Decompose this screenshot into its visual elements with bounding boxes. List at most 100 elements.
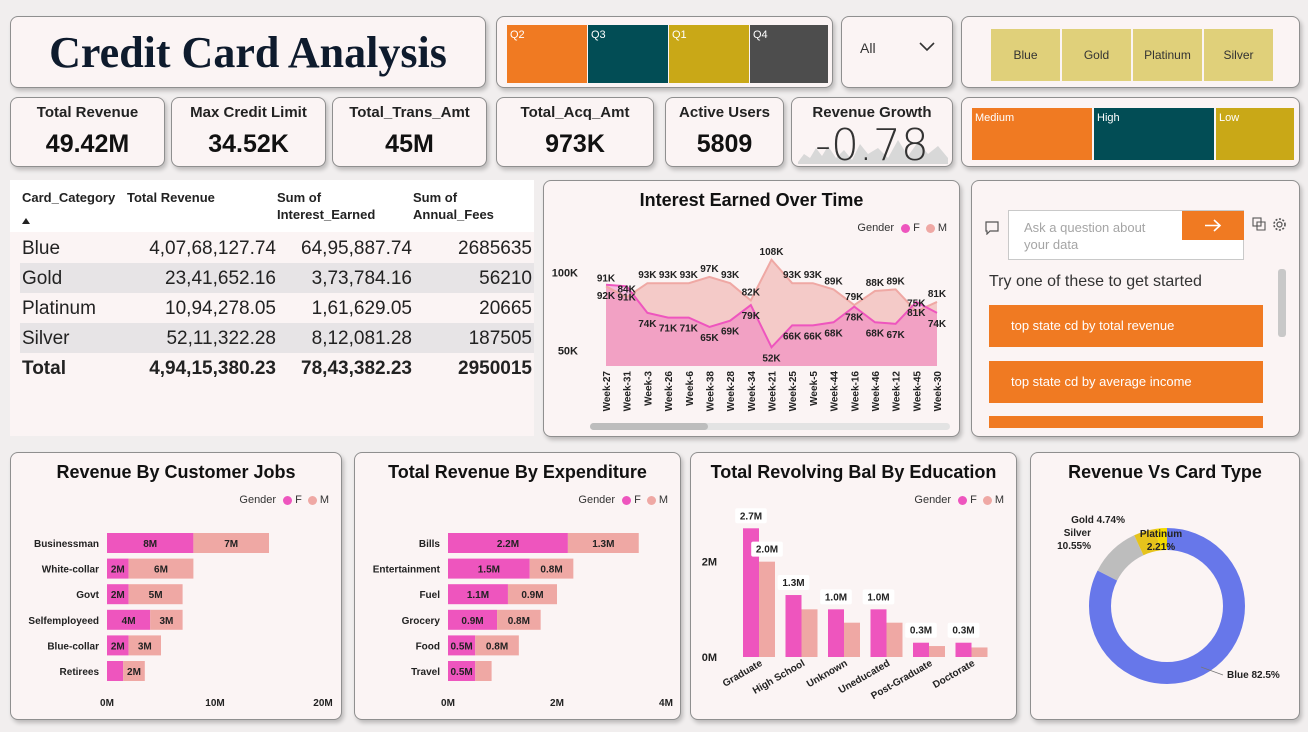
kpi-total-acq-amt: Total_Acq_Amt 973K	[496, 97, 654, 167]
slice-label: Platinum	[1140, 529, 1182, 540]
card-tile-platinum[interactable]: Platinum	[1133, 29, 1202, 81]
x-tick-label: Week-25	[788, 371, 799, 412]
chart-title: Revenue Vs Card Type	[1068, 462, 1262, 482]
bar-f	[743, 528, 759, 657]
bar-m	[128, 635, 161, 656]
cell: Gold	[22, 268, 63, 289]
data-label: 2M	[111, 590, 125, 601]
y-tick-label: 50K	[558, 345, 578, 357]
chart-title: Total Revenue By Expenditure	[388, 462, 647, 482]
horizontal-scrollbar[interactable]	[590, 423, 950, 430]
data-label-m: 89K	[886, 276, 905, 287]
category-label: Bills	[419, 539, 441, 550]
scrollbar-thumb[interactable]	[590, 423, 708, 430]
quarter-tile-q2[interactable]: Q2	[507, 25, 587, 83]
legend-m: M	[658, 494, 668, 506]
kpi-label: Max Credit Limit	[190, 104, 307, 121]
quarter-tile-q4[interactable]: Q4	[750, 25, 828, 83]
bar-f	[107, 661, 124, 681]
qa-input-box[interactable]: Ask a question about your data	[1008, 210, 1244, 260]
gear-icon[interactable]	[1272, 217, 1287, 232]
qa-input[interactable]: Ask a question about your data	[1024, 220, 1146, 252]
table-row[interactable]: Blue 4,07,68,127.74 64,95,887.74 2685635	[20, 233, 534, 263]
data-label: 2.0M	[756, 545, 778, 556]
table-row[interactable]: Gold 23,41,652.16 3,73,784.16 56210	[20, 263, 534, 293]
slice-label: 2.21%	[1147, 542, 1175, 553]
bar-f	[448, 533, 568, 553]
category-label: White-collar	[42, 565, 99, 576]
expenditure-bar-chart[interactable]: Bills 2.2M 1.3M Entertainment 1.5M 0.8M Fuel 1.…	[355, 453, 681, 720]
col-header-interest-earned[interactable]: Sum of Interest_Earned	[277, 190, 376, 222]
share-icon[interactable]	[1252, 217, 1266, 231]
data-label-m: 93K	[804, 270, 823, 281]
legend-dot-m	[982, 495, 992, 505]
data-label-bg	[905, 622, 937, 638]
jobs-bar-chart[interactable]: Businessman 8M 7M White-collar 2M 6M Govt 2M 5M S…	[11, 453, 342, 720]
qa-suggestion-partial[interactable]	[989, 416, 1263, 428]
data-label: 5M	[149, 590, 163, 601]
cell: 3,73,784.16	[311, 268, 412, 289]
data-label: 1.0M	[867, 592, 889, 603]
growth-sparkline	[798, 140, 948, 164]
data-label-m: 93K	[721, 270, 740, 281]
col-header-annual-fees[interactable]: Sum of Annual_Fees	[413, 190, 494, 222]
qa-suggestion[interactable]: top state cd by total revenue	[989, 305, 1263, 347]
card-type-donut-chart[interactable]: Blue 82.5% Silver 10.55% Gold 4.74% Platinum…	[1031, 453, 1300, 720]
card-tile-silver[interactable]: Silver	[1204, 29, 1273, 81]
col-header-total-revenue[interactable]: Total Revenue	[127, 190, 215, 205]
data-label: 4M	[122, 616, 136, 627]
col-header-card-category[interactable]: Card_Category	[22, 190, 116, 205]
legend-m: M	[937, 222, 947, 234]
slice-label: Silver	[1064, 528, 1091, 539]
qa-submit-button[interactable]	[1182, 211, 1244, 240]
data-label-m: 79K	[845, 292, 864, 303]
card-tile-blue[interactable]: Blue	[991, 29, 1060, 81]
quarter-label: Q2	[510, 29, 525, 41]
bar-m	[929, 646, 945, 657]
x-tick-label: Week-28	[726, 371, 737, 412]
income-tile-medium[interactable]: Medium	[972, 108, 1092, 160]
cell: 4,94,15,380.23	[149, 358, 276, 379]
table-row[interactable]: Silver 52,11,322.28 8,12,081.28 187505	[20, 323, 534, 353]
qa-visual: Ask a question about your data Try one o…	[971, 180, 1300, 437]
quarter-tile-q1[interactable]: Q1	[669, 25, 749, 83]
quarter-tile-q3[interactable]: Q3	[588, 25, 668, 83]
cell: Silver	[22, 328, 70, 349]
chart-legend: Gender F M	[914, 494, 1004, 506]
cell: Platinum	[22, 298, 96, 319]
comment-icon[interactable]	[985, 221, 999, 235]
qa-suggestion[interactable]: top state cd by average income	[989, 361, 1263, 403]
card-category-slicer: Blue Gold Platinum Silver	[961, 16, 1300, 88]
x-tick-label: Week-12	[892, 371, 903, 412]
x-tick-label: Week-5	[809, 371, 820, 406]
data-label-f: 65K	[700, 333, 719, 344]
bar-f	[448, 635, 476, 656]
filter-dropdown[interactable]: All	[841, 16, 953, 88]
bar-f	[107, 558, 129, 579]
income-tile-low[interactable]: Low	[1216, 108, 1294, 160]
data-label-f: 52K	[762, 353, 781, 364]
card-tile-gold[interactable]: Gold	[1062, 29, 1131, 81]
data-label-bg	[751, 541, 783, 557]
data-label-bg	[735, 508, 767, 524]
chart-title: Interest Earned Over Time	[639, 190, 864, 210]
table-row[interactable]: Platinum 10,94,278.05 1,61,629.05 20665	[20, 293, 534, 323]
qa-scrollbar[interactable]	[1278, 269, 1286, 337]
cell: 4,07,68,127.74	[149, 238, 276, 259]
bar-f	[107, 533, 194, 553]
series-m-area	[606, 259, 937, 366]
bar-m	[475, 661, 492, 681]
bar-m	[844, 622, 860, 657]
data-label-bg	[777, 575, 810, 591]
data-label-f: 92K	[597, 291, 616, 302]
kpi-active-users: Active Users 5809	[665, 97, 784, 167]
data-label-bg	[947, 622, 980, 638]
x-tick-label: Week-31	[623, 371, 634, 412]
sort-asc-icon	[22, 218, 30, 224]
x-tick-label: Week-27	[602, 371, 613, 412]
x-tick-label: 0M	[100, 698, 114, 709]
income-tile-high[interactable]: High	[1094, 108, 1214, 160]
data-label: 0.8M	[508, 616, 530, 627]
